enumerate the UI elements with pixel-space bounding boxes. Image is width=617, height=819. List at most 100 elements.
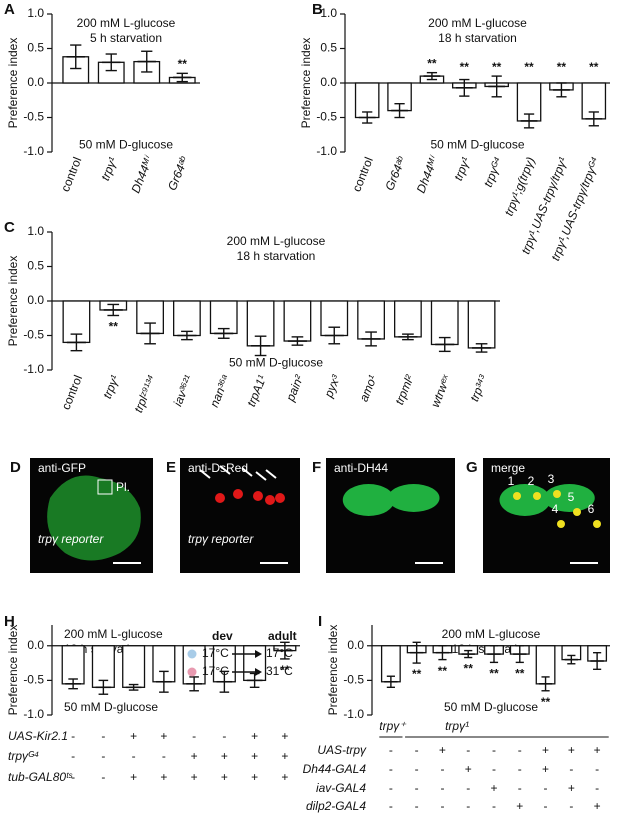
x-tick-label: control: [59, 373, 85, 412]
y-tick-label: -0.5: [343, 673, 364, 687]
y-tick-label: 0.0: [27, 638, 44, 652]
genotype-label: dilp2-GAL4: [306, 799, 366, 813]
genotype-cell: +: [281, 770, 288, 784]
genotype-cell: +: [281, 729, 288, 743]
significance: **: [589, 60, 599, 74]
panel-letter: B: [312, 1, 323, 18]
cell-arrow: [219, 465, 231, 475]
y-tick-label: -1.0: [343, 707, 364, 721]
x-tick-label: control: [349, 155, 375, 194]
merged-cell: [553, 490, 561, 498]
significance: **: [438, 664, 448, 678]
genotype-cell: -: [132, 749, 136, 763]
merged-cell: [533, 492, 541, 500]
y-tick-label: 0.0: [320, 75, 337, 89]
bar: [467, 300, 496, 349]
genotype-cell: -: [518, 781, 522, 795]
significance: **: [492, 60, 502, 74]
genotype-cell: -: [440, 781, 444, 795]
legend-header: dev: [212, 629, 233, 643]
panel-letter: C: [4, 219, 15, 236]
genotype-cell: -: [518, 743, 522, 757]
genotype-cell: +: [465, 762, 472, 776]
y-axis-label: Preference index: [326, 625, 340, 716]
genotype-cell: +: [281, 749, 288, 763]
bar: [62, 300, 91, 344]
legend-header: adult: [268, 629, 297, 643]
group-label: trpγ¹: [445, 719, 469, 733]
genotype-cell: -: [389, 799, 393, 813]
x-tick-label: trpγ¹;g(trpγ): [502, 155, 538, 218]
genotype-cell: -: [466, 799, 470, 813]
genotype-cell: -: [595, 781, 599, 795]
micrograph: [326, 458, 455, 573]
genotype-cell: -: [544, 799, 548, 813]
bar: [173, 300, 201, 337]
inset-label: Pl.: [116, 480, 130, 494]
bar: [394, 300, 422, 338]
x-tick-label: trpγ¹: [98, 155, 120, 183]
genotype-cell: +: [568, 781, 575, 795]
bottom-label: 50 mM D-glucose: [444, 700, 538, 714]
panel-title: 200 mM L-glucose: [442, 627, 541, 641]
panel-letter: A: [4, 1, 15, 18]
micrograph: [483, 458, 610, 573]
y-tick-label: -1.0: [23, 707, 44, 721]
bar: [122, 645, 146, 688]
stain-label: anti-DsRed: [188, 461, 248, 475]
x-tick-label: trp³⁴³: [467, 372, 491, 403]
genotype-cell: -: [518, 762, 522, 776]
genotype-cell: -: [389, 743, 393, 757]
micrograph: [180, 458, 300, 573]
genotype-cell: +: [251, 729, 258, 743]
genotype-cell: -: [415, 781, 419, 795]
legend-arrowhead: [255, 650, 262, 658]
y-tick-label: 0.0: [347, 638, 364, 652]
genotype-cell: -: [71, 749, 75, 763]
y-tick-label: -1.0: [23, 144, 44, 158]
panel-title: 200 mM L-glucose: [77, 16, 176, 30]
panel-title: 18 h starvation: [237, 249, 316, 263]
cell-number: 3: [548, 472, 555, 486]
genotype-cell: +: [251, 770, 258, 784]
genotype-cell: -: [466, 743, 470, 757]
genotype-cell: -: [71, 770, 75, 784]
bottom-label: 50 mM D-glucose: [229, 355, 323, 369]
genotype-cell: +: [160, 729, 167, 743]
dh44-signal: [499, 484, 551, 516]
genotype-cell: +: [130, 770, 137, 784]
cell-arrow: [265, 469, 277, 479]
genotype-label: UAS-Kir2.1: [8, 729, 68, 743]
legend-swatch: [187, 649, 197, 659]
y-tick-label: -0.5: [23, 328, 44, 342]
dh44-signal: [387, 484, 440, 512]
genotype-cell: -: [389, 762, 393, 776]
cell-arrow: [255, 471, 267, 481]
y-tick-label: 1.0: [27, 224, 44, 238]
genotype-cell: +: [594, 799, 601, 813]
genotype-label: UAS-trpγ: [317, 743, 367, 757]
x-tick-label: wtrwᵉˣ: [428, 372, 454, 409]
genotype-cell: +: [439, 743, 446, 757]
caption: trpγ reporter: [188, 532, 254, 546]
x-tick-label: nan³⁶ᵃ: [207, 372, 233, 409]
genotype-cell: -: [192, 729, 196, 743]
genotype-cell: -: [492, 743, 496, 757]
genotype-cell: -: [544, 781, 548, 795]
y-tick-label: -0.5: [316, 110, 337, 124]
genotype-cell: -: [101, 729, 105, 743]
genotype-cell: +: [160, 770, 167, 784]
x-tick-label: Dh44ᴹⁱ: [128, 153, 156, 195]
x-tick-label: pain²: [283, 372, 307, 404]
significance: **: [109, 320, 119, 334]
x-tick-label: amo¹: [357, 373, 380, 404]
genotype-cell: -: [569, 799, 573, 813]
genotype-cell: -: [440, 762, 444, 776]
cell-arrow: [241, 467, 253, 477]
panel-title: 200 mM L-glucose: [227, 234, 326, 248]
cell-number: 2: [528, 474, 535, 488]
significance: **: [460, 60, 470, 74]
x-tick-label: trpml²: [392, 372, 417, 407]
cell-number: 6: [588, 502, 595, 516]
